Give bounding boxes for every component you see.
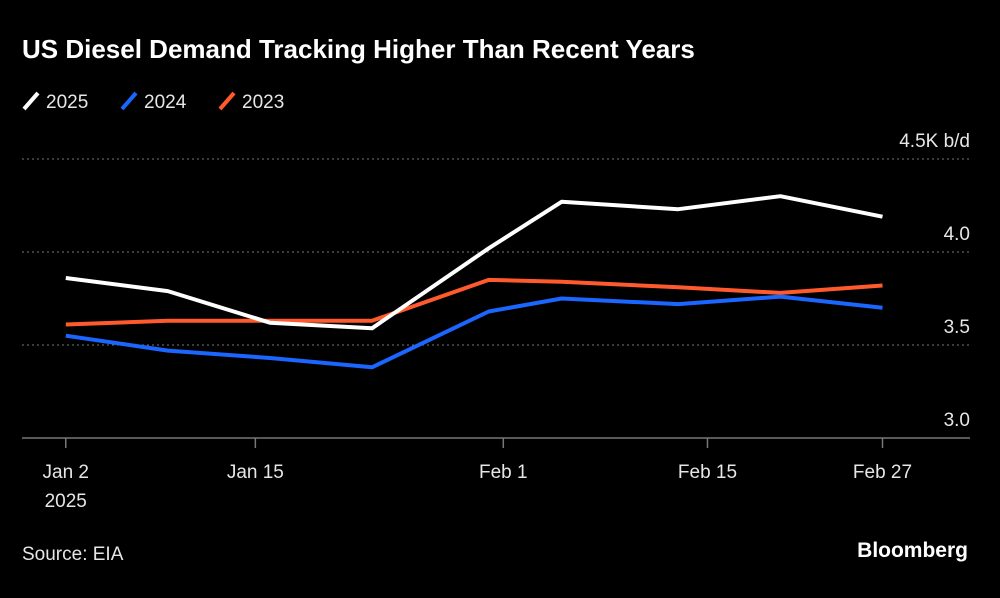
x-tick-label: Jan 15 bbox=[227, 462, 284, 483]
series-line bbox=[65, 277, 883, 327]
series-line bbox=[65, 294, 883, 370]
series-line bbox=[65, 194, 883, 331]
legend-label: 2023 bbox=[242, 92, 284, 113]
y-tick-label: 3.5 bbox=[944, 317, 970, 338]
legend-swatch bbox=[22, 91, 40, 111]
legend-label: 2024 bbox=[144, 92, 187, 113]
x-tick-label: Feb 27 bbox=[853, 462, 912, 483]
y-tick-label: 3.0 bbox=[944, 410, 970, 431]
source: Source: EIA bbox=[22, 544, 124, 565]
x-year-label: 2025 bbox=[45, 491, 87, 512]
brand: Bloomberg bbox=[857, 539, 968, 562]
chart-title: US Diesel Demand Tracking Higher Than Re… bbox=[22, 34, 695, 64]
y-tick-label: 4.0 bbox=[944, 224, 970, 245]
legend-swatch bbox=[218, 91, 236, 111]
legend-swatch bbox=[120, 91, 138, 111]
y-tick-label: 4.5K b/d bbox=[899, 131, 970, 152]
x-tick-label: Feb 1 bbox=[479, 462, 528, 483]
x-tick-label: Feb 15 bbox=[678, 462, 737, 483]
legend-label: 2025 bbox=[46, 92, 88, 113]
x-tick-label: Jan 2 bbox=[43, 462, 89, 483]
